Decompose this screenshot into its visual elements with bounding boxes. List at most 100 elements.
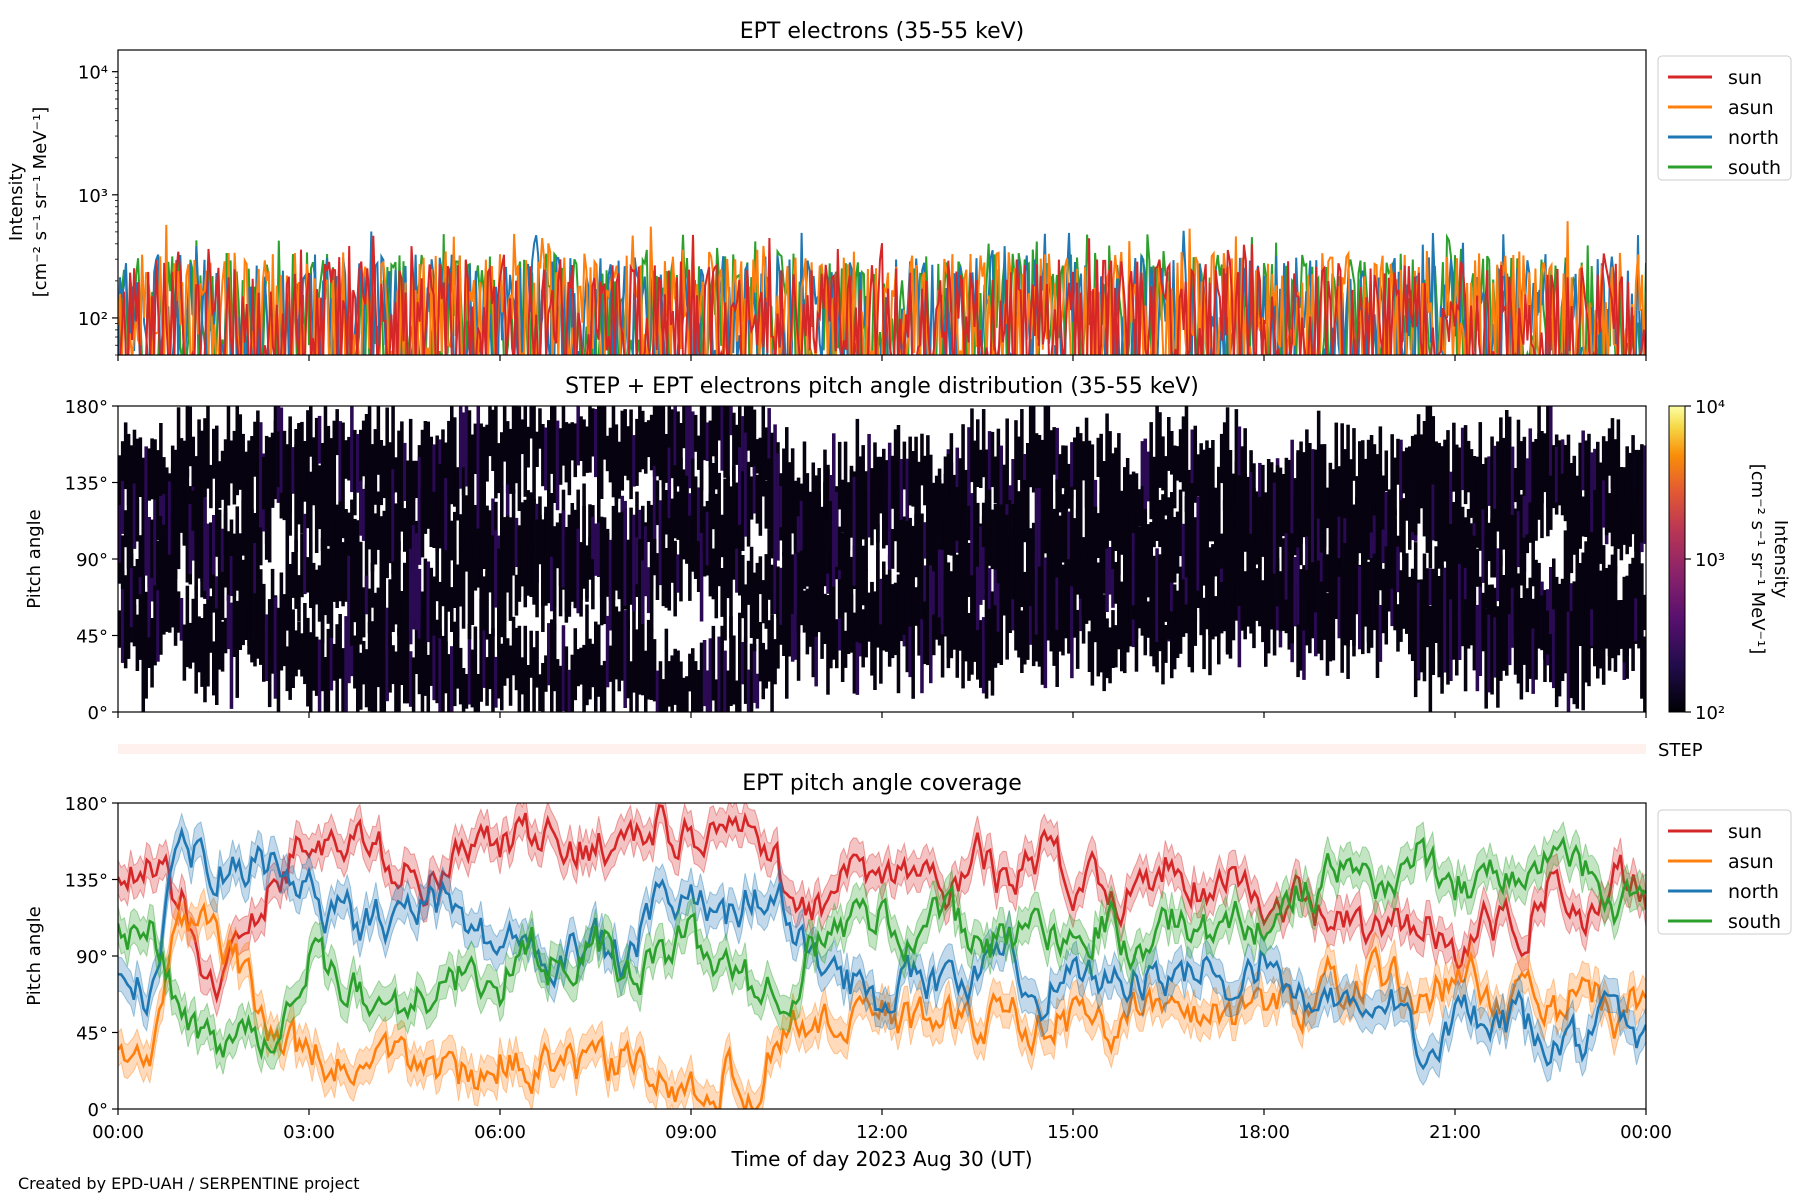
heatmap-cell [1601,616,1606,685]
heatmap-cell [241,588,245,646]
heatmap-cell [1175,590,1180,628]
heatmap-cell [364,649,369,708]
heatmap-cell [623,500,627,606]
heatmap-cell [382,604,387,712]
y-tick-label: 10⁴ [78,63,108,84]
heatmap-cell [964,469,968,508]
heatmap-cell [1314,578,1318,657]
heatmap-cell [673,648,677,705]
heatmap-cell [899,459,904,531]
heatmap-cell [1549,567,1553,637]
heatmap-cell [309,541,313,608]
heatmap-cell [990,509,995,569]
x-tick-label: 06:00 [474,1122,526,1143]
heatmap-cell [376,491,381,550]
heatmap-cell [1055,543,1059,630]
heatmap-cell [1560,439,1565,474]
heatmap-cell [1610,554,1615,652]
heatmap-cell [244,486,248,595]
heatmap-cell [1308,596,1312,654]
colorbar-tick-label: 10² [1695,703,1725,724]
heatmap-cell [1440,565,1444,659]
heatmap-cell [500,432,504,513]
heatmap-cell [1102,461,1106,549]
heatmap-cell [999,569,1004,665]
heatmap-cell [920,513,924,566]
heatmap-cell [505,638,510,679]
heatmap-cell [1105,537,1109,612]
heatmap-cell [209,464,213,509]
heatmap-cell [1058,454,1062,513]
heatmap-cell [1540,431,1544,504]
heatmap-cell [1108,493,1112,541]
heatmap-cell [1393,568,1397,631]
heatmap-cell [893,582,898,625]
heatmap-cell [682,406,686,449]
heatmap-cell [1363,589,1368,627]
heatmap-cell [285,447,290,550]
heatmap-cell [1628,589,1632,643]
heatmap-cell [120,570,125,663]
heatmap-cell [467,623,472,705]
step-strip: STEP [118,740,1703,761]
heatmap-cell [229,537,234,596]
heatmap-cell [479,599,483,702]
heatmap-cell [482,609,486,688]
heatmap-cell [679,518,683,602]
heatmap-cell [641,410,645,470]
heatmap-cell [1384,450,1389,491]
heatmap-cell [523,499,528,608]
heatmap-cell [535,431,539,467]
heatmap-cell [309,406,313,457]
heatmap-cell [843,441,848,494]
heatmap-cell [829,570,833,669]
heatmap-cell [1396,438,1400,485]
heatmap-cell [790,448,795,531]
heatmap-cell [464,406,469,487]
heatmap-cell [987,431,992,539]
heatmap-cell [206,523,210,581]
heatmap-cell [550,493,554,597]
heatmap-cell [408,651,413,707]
heatmap-cell [555,659,560,712]
heatmap-cell [491,498,495,548]
heatmap-cell [620,602,625,681]
heatmap-cell [150,438,154,500]
heatmap-cell [1475,480,1480,548]
heatmap-cell [1170,562,1174,612]
heatmap-cell [1507,416,1512,508]
heatmap-cell [1222,422,1227,511]
heatmap-cell [391,469,395,574]
heatmap-cell [1308,563,1312,624]
heatmap-cell [611,406,616,498]
heatmap-cell [1099,493,1103,579]
heatmap-cell [517,526,522,597]
heatmap-cell [1090,595,1095,686]
heatmap-cell [1384,546,1389,592]
heatmap-cell [464,674,469,709]
heatmap-cell [1416,476,1421,524]
heatmap-cell [550,556,554,612]
heatmap-cell [547,420,551,516]
heatmap-cell [473,626,478,712]
heatmap-cell [864,568,868,620]
heatmap-cell [1475,604,1480,692]
heatmap-cell [699,533,704,622]
heatmap-cell [220,528,225,572]
colorbar-label: Intensity [1770,520,1791,599]
heatmap-cell [344,616,348,712]
heatmap-cell [173,459,178,537]
heatmap-cell [1184,569,1189,605]
heatmap-cell [262,586,266,635]
heatmap-cell [432,623,436,701]
heatmap-cell [1596,441,1600,546]
heatmap-cell [761,406,766,480]
heatmap-cell [382,546,387,634]
heatmap-cell [1028,406,1033,488]
heatmap-cell [450,406,454,505]
heatmap-cell [776,605,780,669]
heatmap-cell [411,525,416,630]
heatmap-cell [1023,613,1027,665]
y-tick-label: 135° [65,871,108,892]
